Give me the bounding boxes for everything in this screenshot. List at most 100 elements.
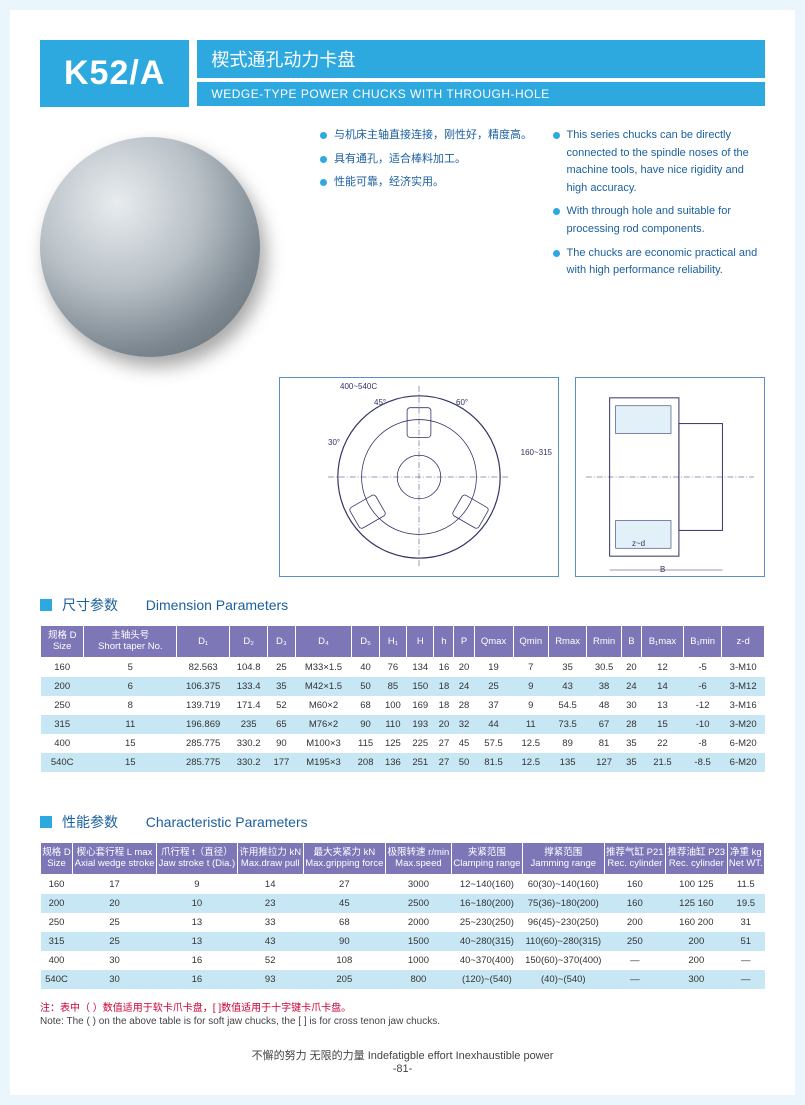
table-cell: 20 (73, 894, 157, 913)
square-bullet-icon (40, 816, 52, 828)
table-cell: 25~230(250) (451, 913, 522, 932)
table-cell: 89 (548, 734, 586, 753)
table-cell: 85 (379, 677, 406, 696)
table-cell: 20 (434, 715, 454, 734)
bullet-en-item: This series chucks can be directly conne… (553, 127, 766, 197)
table-cell: 110(60)~280(315) (522, 932, 604, 951)
table-cell: 160 (604, 874, 666, 894)
table-cell: (40)~(540) (522, 970, 604, 989)
table-header-cell: Rmax (548, 626, 586, 658)
table-header-cell: D₄ (295, 626, 352, 658)
table-cell: 18 (434, 677, 454, 696)
table-cell: 3-M10 (722, 657, 765, 677)
table-cell: 27 (434, 753, 454, 772)
table-row: 40015285.775330.290M100×3115125225274557… (41, 734, 765, 753)
table-cell: 160 200 (666, 913, 728, 932)
table-cell: (120)~(540) (451, 970, 522, 989)
table-cell: 96(45)~230(250) (522, 913, 604, 932)
table-cell: 12.5 (513, 734, 548, 753)
table-cell: 45 (303, 894, 385, 913)
table-cell: 52 (237, 951, 303, 970)
table-cell: 28 (454, 696, 474, 715)
table-row: 160582.563104.825M33×1.54076134162019735… (41, 657, 765, 677)
table-cell: 133.4 (230, 677, 268, 696)
table-cell: 68 (303, 913, 385, 932)
table-cell: — (604, 970, 666, 989)
table-cell: 51 (727, 932, 764, 951)
table-cell: 400 (41, 734, 84, 753)
table-cell: 12~140(160) (451, 874, 522, 894)
table-cell: 27 (303, 874, 385, 894)
table-cell: 22 (641, 734, 683, 753)
table-cell: 45 (454, 734, 474, 753)
table-cell: 3-M12 (722, 677, 765, 696)
table-cell: 81.5 (474, 753, 513, 772)
table-cell: 65 (268, 715, 295, 734)
table-cell: 54.5 (548, 696, 586, 715)
section2-cn: 性能参数 (62, 812, 118, 832)
table-cell: 125 (379, 734, 406, 753)
table-cell: 14 (237, 874, 303, 894)
table-cell: 315 (41, 715, 84, 734)
table-cell: 285.775 (177, 734, 230, 753)
table-cell: 200 (41, 894, 73, 913)
table-cell: 40~280(315) (451, 932, 522, 951)
table-cell: 24 (621, 677, 641, 696)
table-row: 540C301693205800(120)~(540)(40)~(540)—30… (41, 970, 765, 989)
table-cell: 52 (268, 696, 295, 715)
table-cell: 40 (352, 657, 379, 677)
header: K52/A 楔式通孔动力卡盘 WEDGE-TYPE POWER CHUCKS W… (40, 40, 765, 107)
characteristic-table: 规格 DSize楔心套行程 L maxAxial wedge stroke爪行程… (40, 842, 765, 989)
table-cell: -12 (683, 696, 721, 715)
table-cell: 12 (641, 657, 683, 677)
table-header-cell: D₃ (268, 626, 295, 658)
table-cell: 150 (407, 677, 434, 696)
table-cell: 205 (303, 970, 385, 989)
table-cell: 540C (41, 753, 84, 772)
table-cell: 25 (268, 657, 295, 677)
table-cell: 17 (73, 874, 157, 894)
table-cell: 330.2 (230, 753, 268, 772)
table-cell: 38 (587, 677, 622, 696)
table-cell: 235 (230, 715, 268, 734)
table-cell: -10 (683, 715, 721, 734)
table-row: 31511196.86923565M76×2901101932032441173… (41, 715, 765, 734)
table-cell: 9 (157, 874, 238, 894)
table-cell: 24 (454, 677, 474, 696)
table-cell: M76×2 (295, 715, 352, 734)
table-cell: 15 (84, 734, 177, 753)
table-cell: 3-M20 (722, 715, 765, 734)
table-cell: 250 (41, 696, 84, 715)
table-cell: 20 (621, 657, 641, 677)
table-cell: 171.4 (230, 696, 268, 715)
table-cell: 11 (84, 715, 177, 734)
table-cell: 35 (621, 753, 641, 772)
table-cell: 35 (268, 677, 295, 696)
dim-60deg: 60° (456, 398, 468, 407)
technical-diagrams: 400~540C 45° 60° 30° 160~315 B z~d (40, 377, 765, 577)
table-cell: 2500 (386, 894, 452, 913)
table-cell: 30 (73, 970, 157, 989)
table-cell: 330.2 (230, 734, 268, 753)
table-cell: 115 (352, 734, 379, 753)
table-cell: 104.8 (230, 657, 268, 677)
table-cell: 81 (587, 734, 622, 753)
dimension-table: 规格 DSize主轴头号Short taper No.D₁D₂D₃D₄D₅H₁H… (40, 625, 765, 772)
table-cell: M33×1.5 (295, 657, 352, 677)
table-cell: 9 (513, 677, 548, 696)
table-row: 25025133368200025~230(250)96(45)~230(250… (41, 913, 765, 932)
table-cell: — (604, 951, 666, 970)
table-cell: 1500 (386, 932, 452, 951)
table-cell: 134 (407, 657, 434, 677)
table-cell: M195×3 (295, 753, 352, 772)
table-cell: 31 (727, 913, 764, 932)
table-cell: 6-M20 (722, 734, 765, 753)
table-cell: 8 (84, 696, 177, 715)
table-cell: 16~180(200) (451, 894, 522, 913)
front-view-diagram: 400~540C 45° 60° 30° 160~315 (279, 377, 559, 577)
table-header-cell: 主轴头号Short taper No. (84, 626, 177, 658)
table-cell: 19.5 (727, 894, 764, 913)
table-header-cell: H₁ (379, 626, 406, 658)
table-cell: — (727, 970, 764, 989)
table-cell: 16 (157, 951, 238, 970)
